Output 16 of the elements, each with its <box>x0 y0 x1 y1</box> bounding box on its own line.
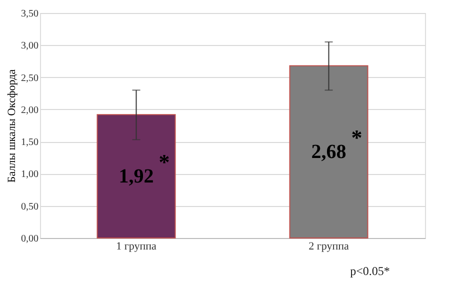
y-tick-label: 2,00 <box>21 104 38 116</box>
data-label: 1,92 <box>118 165 154 188</box>
annotation: * <box>158 149 170 174</box>
data-label: 2,68 <box>311 140 346 163</box>
y-tick-label: 0,50 <box>21 201 38 212</box>
x-tick-label: 1 группа <box>116 240 156 252</box>
annotation: * <box>351 124 362 150</box>
y-tick-label: 2,50 <box>21 72 38 84</box>
y-tick-label: 3,00 <box>21 40 38 52</box>
y-axis-title: Баллы шкалы Оксфорда <box>6 69 18 183</box>
y-tick-label: 0,00 <box>21 234 38 244</box>
x-tick-label: 2 группа <box>308 240 349 252</box>
y-tick-label: 1,50 <box>21 137 38 148</box>
y-tick-label: 1,00 <box>21 169 38 180</box>
text: p<0.05* <box>350 264 390 278</box>
y-tick-label: 3,50 <box>21 8 38 20</box>
